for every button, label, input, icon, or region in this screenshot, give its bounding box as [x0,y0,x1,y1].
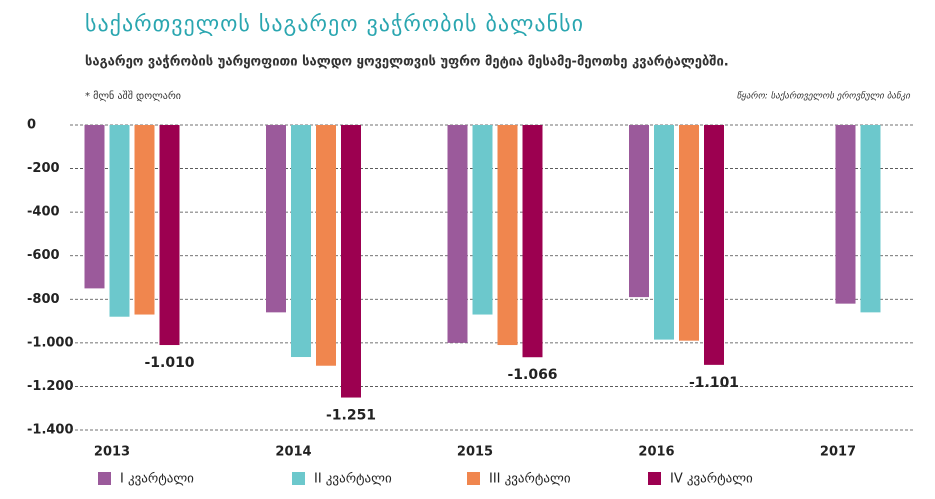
source: წყარო: საქართველოს ეროვნული ბანკი [737,91,912,102]
legend-label: I კვარტალი [120,472,194,487]
value-label: -1.251 [326,408,376,424]
bar [109,125,130,317]
chart-subtitle: საგარეო ვაჭრობის უარყოფითი სალდო ყოველთვ… [85,55,729,70]
x-tick-label: 2015 [457,445,493,460]
bar [341,125,361,398]
x-tick-label: 2017 [820,445,856,460]
bar [835,125,856,304]
y-tick-label: -1.000 [27,335,74,350]
bar [472,125,493,315]
y-tick-label: -1.400 [27,423,74,438]
legend-swatch [467,472,480,485]
value-label: -1.101 [689,375,739,391]
bar [679,125,699,341]
bar [134,125,155,315]
y-tick-label: 0 [27,118,36,133]
y-tick-label: -1.200 [27,379,74,394]
value-label: -1.010 [144,355,194,371]
bar [860,125,881,313]
bar [629,125,649,298]
bar [704,125,724,365]
y-tick-label: -400 [27,205,60,220]
bar [291,125,311,358]
x-tick-label: 2014 [275,445,311,460]
bar [266,125,286,313]
value-label: -1.066 [507,367,557,383]
legend-label: IV კვარტალი [670,472,753,487]
bar [522,125,543,358]
x-tick-label: 2016 [638,445,674,460]
bar [316,125,336,366]
y-tick-label: -600 [27,248,60,263]
legend-label: III კვარტალი [489,472,571,487]
y-tick-label: -800 [27,292,60,307]
bar [159,125,180,346]
x-tick-label: 2013 [94,445,130,460]
bar [447,125,468,343]
legend-swatch [648,472,661,485]
y-tick-label: -200 [27,161,60,176]
unit-note: * მლნ აშშ დოლარი [85,90,181,102]
bar [84,125,105,289]
legend-swatch [98,472,111,485]
chart-title: საქართველოს საგარეო ვაჭრობის ბალანსი [85,12,584,37]
bar [497,125,518,346]
bar [654,125,674,340]
legend-label: II კვარტალი [314,472,392,487]
legend-swatch [292,472,305,485]
